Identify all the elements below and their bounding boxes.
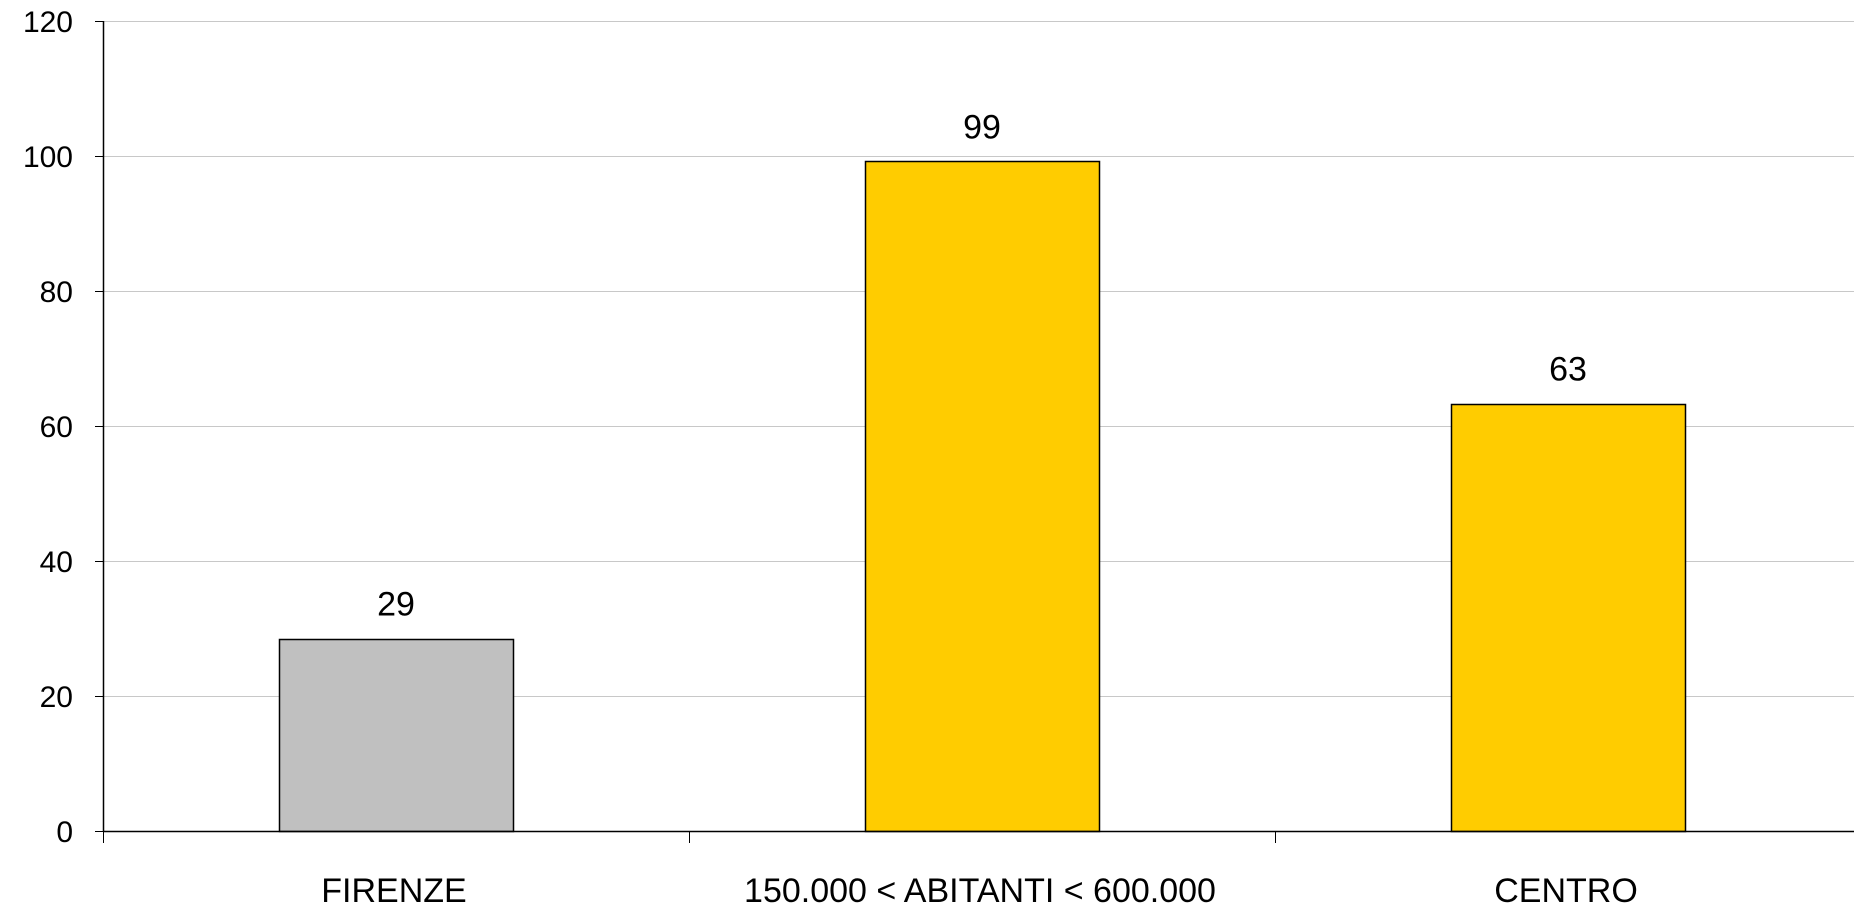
y-tick-label: 60 bbox=[40, 411, 73, 444]
x-tick-label: FIRENZE bbox=[321, 872, 466, 907]
bar bbox=[278, 638, 515, 833]
data-label: 29 bbox=[377, 586, 415, 624]
x-tick-label: 150.000 < ABITANTI < 600.000 bbox=[744, 872, 1216, 907]
data-label: 63 bbox=[1549, 351, 1587, 389]
labels: 0 20 40 60 80 100 120 29 FIRENZE 99 150.000 < ABIT… bbox=[23, 6, 1638, 907]
data-label: 99 bbox=[963, 108, 1001, 146]
bars bbox=[278, 160, 1687, 833]
y-tick-label: 80 bbox=[40, 276, 73, 309]
axes bbox=[95, 21, 1854, 843]
x-tick-label: CENTRO bbox=[1494, 872, 1638, 907]
y-tick-label: 0 bbox=[56, 816, 73, 849]
y-tick-label: 120 bbox=[23, 6, 73, 39]
bar bbox=[864, 160, 1101, 833]
y-tick-label: 40 bbox=[40, 546, 73, 579]
y-tick-label: 20 bbox=[40, 681, 73, 714]
y-tick-label: 100 bbox=[23, 141, 73, 174]
bar bbox=[1450, 403, 1687, 833]
